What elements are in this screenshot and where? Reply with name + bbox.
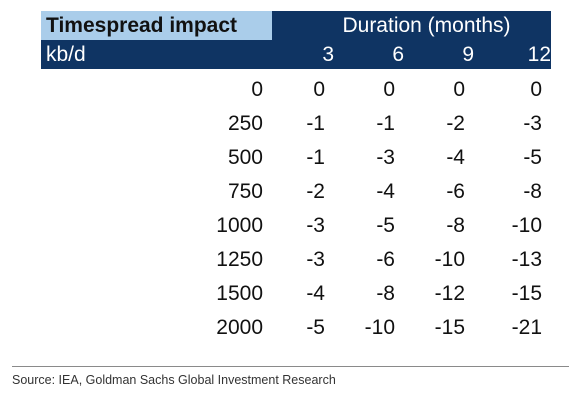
row-label-kbd: 0 bbox=[251, 78, 263, 101]
table-cell: -3 bbox=[306, 248, 325, 271]
table-cell: -4 bbox=[446, 146, 465, 169]
table-cell: -5 bbox=[306, 316, 325, 339]
table-cell: -6 bbox=[446, 180, 465, 203]
table-cell: -6 bbox=[376, 248, 395, 271]
table-header-row-2: kb/d 3 6 9 12 bbox=[41, 40, 551, 69]
table-cell: 0 bbox=[313, 78, 325, 101]
row-header-unit: kb/d bbox=[41, 40, 272, 69]
duration-header: Duration (months) bbox=[272, 11, 551, 40]
table-row: 0 0 0 0 0 bbox=[41, 69, 551, 107]
table-cell: -2 bbox=[306, 180, 325, 203]
table-cell: -21 bbox=[511, 316, 542, 339]
table-cell: -3 bbox=[376, 146, 395, 169]
row-label-kbd: 500 bbox=[227, 146, 263, 169]
table-title: Timespread impact bbox=[41, 11, 272, 40]
table-cell: -2 bbox=[446, 112, 465, 135]
table-cell: -13 bbox=[511, 248, 542, 271]
row-label-kbd: 1250 bbox=[216, 248, 263, 271]
table-cell: -1 bbox=[306, 112, 325, 135]
row-label-kbd: 750 bbox=[227, 180, 263, 203]
table-row: 1500 -4 -8 -12 -15 bbox=[41, 277, 551, 311]
table-cell: -3 bbox=[306, 214, 325, 237]
table-cell: -5 bbox=[376, 214, 395, 237]
column-header-9: 9 bbox=[404, 40, 474, 69]
table-cell: 0 bbox=[453, 78, 465, 101]
table-row: 500 -1 -3 -4 -5 bbox=[41, 141, 551, 175]
table-cell: 0 bbox=[383, 78, 395, 101]
source-note: Source: IEA, Goldman Sachs Global Invest… bbox=[12, 373, 336, 387]
row-label-kbd: 1500 bbox=[216, 282, 263, 305]
column-header-12: 12 bbox=[474, 40, 551, 69]
table-cell: -12 bbox=[434, 282, 465, 305]
table-cell: -10 bbox=[364, 316, 395, 339]
table-header-row-1: Timespread impact Duration (months) bbox=[41, 11, 551, 40]
row-label-kbd: 2000 bbox=[216, 316, 263, 339]
timespread-table: Timespread impact Duration (months) kb/d… bbox=[41, 11, 551, 345]
table-cell: -4 bbox=[376, 180, 395, 203]
table-cell: -10 bbox=[511, 214, 542, 237]
table-cell: -15 bbox=[434, 316, 465, 339]
row-label-kbd: 1000 bbox=[216, 214, 263, 237]
source-divider bbox=[12, 366, 569, 367]
table-row: 1000 -3 -5 -8 -10 bbox=[41, 209, 551, 243]
column-header-3: 3 bbox=[272, 40, 334, 69]
row-label-kbd: 250 bbox=[227, 112, 263, 135]
column-header-6: 6 bbox=[334, 40, 404, 69]
table-cell: -1 bbox=[376, 112, 395, 135]
table-cell: 0 bbox=[530, 78, 542, 101]
table-row: 1250 -3 -6 -10 -13 bbox=[41, 243, 551, 277]
table-cell: -4 bbox=[306, 282, 325, 305]
table-cell: -10 bbox=[434, 248, 465, 271]
table-cell: -15 bbox=[511, 282, 542, 305]
table-cell: -8 bbox=[376, 282, 395, 305]
table-row: 2000 -5 -10 -15 -21 bbox=[41, 311, 551, 345]
table-cell: -3 bbox=[523, 112, 542, 135]
table-cell: -8 bbox=[523, 180, 542, 203]
table-cell: -1 bbox=[306, 146, 325, 169]
table-cell: -5 bbox=[523, 146, 542, 169]
table-row: 250 -1 -1 -2 -3 bbox=[41, 107, 551, 141]
table-row: 750 -2 -4 -6 -8 bbox=[41, 175, 551, 209]
table-cell: -8 bbox=[446, 214, 465, 237]
